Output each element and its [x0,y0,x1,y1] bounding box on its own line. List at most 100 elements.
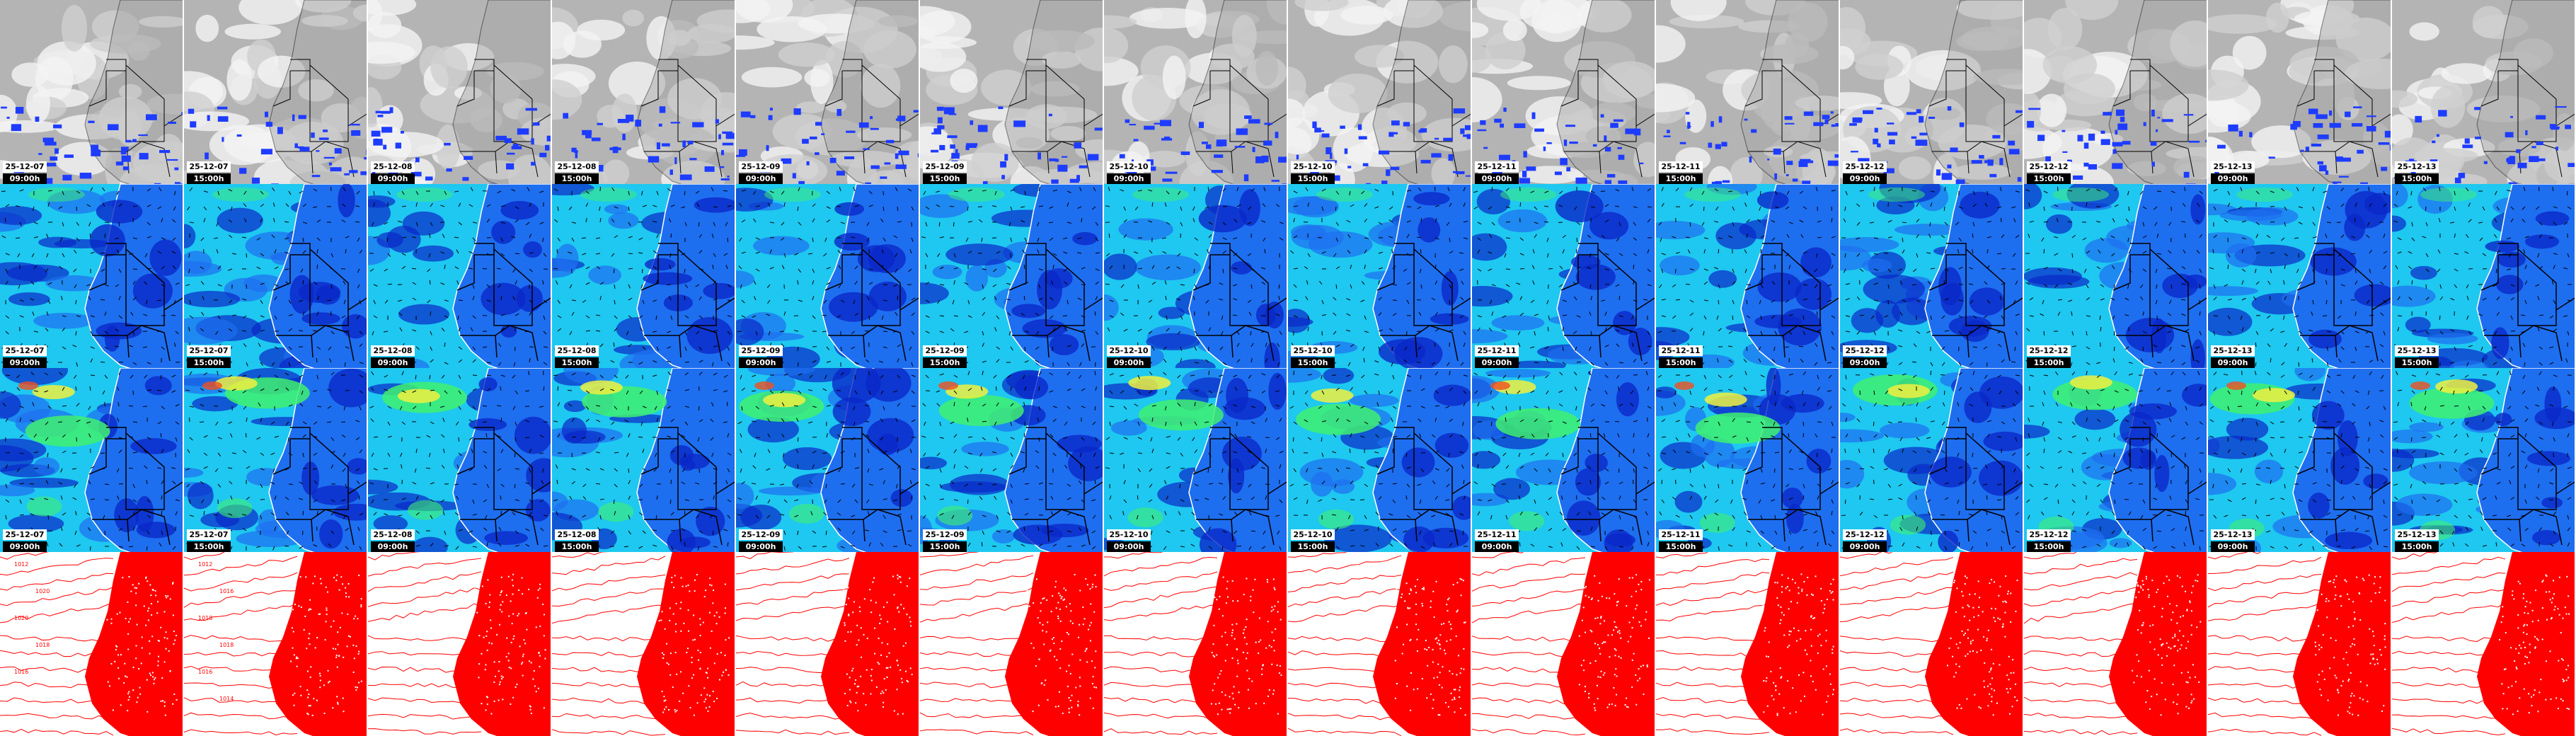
wind-arrow [33,222,38,224]
wind-arrow [1572,330,1577,334]
wind-arrow [2168,299,2172,304]
precip-patch [2268,156,2275,159]
precip-patch [2317,161,2324,165]
wind-arrow [1346,219,1351,223]
wind-arrow [1490,390,1493,395]
wind-arrow [1786,483,1790,488]
wind-arrow [2114,390,2119,393]
wind-arrow [614,206,619,209]
wind-arrow [1391,249,1393,254]
wind-arrow [1038,297,1043,301]
wind-arrow [217,315,221,320]
wind-arrow [1718,248,1720,254]
precip-patch [1144,125,1155,130]
wind-arrow [1562,468,1567,470]
wind-arrow [1038,406,1041,410]
precip-patch [1431,153,1442,158]
wind-arrow [242,390,247,393]
wind-arrow [1844,449,1846,454]
wind-arrow [228,219,233,223]
wind-arrow [2025,268,2030,271]
wind-arrow [90,187,93,192]
wind-arrow [1350,481,1354,485]
wind-arrow [1321,299,1324,304]
wind-arrow [1406,374,1411,377]
wind-arrow [1785,299,1790,303]
wind-arrow [868,483,873,486]
wind-arrow [1334,483,1337,488]
wind-arrow [2096,374,2101,378]
wind-arrow [2338,315,2342,319]
wind-arrow [1091,530,1096,534]
wind-arrow [2280,330,2285,333]
wind-arrow [2326,390,2331,393]
precip-patch [1326,147,1332,154]
precip-patch [682,140,686,148]
precip-patch [2117,123,2128,130]
wind-arrow [1194,449,1197,454]
precip-patch [1391,132,1398,134]
wind-arrow [2524,299,2527,304]
precip-patch [1546,142,1552,144]
wind-arrow [496,268,502,270]
wind-speed-high-map: 25-12-07 09:00h [0,368,183,552]
wind-arrow [1006,299,1011,301]
wind-arrow [189,406,194,408]
wind-arrow [1887,498,1893,500]
precip-patch [2328,110,2333,116]
wind-arrow [1164,280,1167,285]
wind-arrow [2311,358,2313,363]
wind-arrow [2510,284,2515,287]
wind-arrow [1814,268,1818,272]
wind-arrow [330,499,335,502]
wind-arrow [1958,266,1963,270]
wind-arrow [2482,418,2485,422]
wind-arrow [242,528,247,531]
wind-arrow [1261,282,1266,285]
wind-arrow [2180,299,2186,301]
wind-arrow [31,253,35,258]
wind-arrow [430,514,433,519]
wind-arrow [1799,190,1804,194]
frame-time: 15:00h [555,173,599,184]
wind-arrow [996,251,1001,254]
wind-arrow [313,188,318,192]
wind-arrow [2280,406,2285,410]
wind-arrow [965,237,969,242]
wind-arrow [2507,190,2512,192]
wind-arrow [2082,237,2087,241]
wind-arrow [2563,406,2568,408]
precip-patch [846,130,856,133]
wind-arrow [837,499,841,503]
wind-arrow [1759,190,1761,196]
wind-arrow [2312,187,2315,192]
wind-arrow [1434,237,1439,240]
wind-arrow [1519,541,1521,547]
wind-arrow [328,543,332,547]
wind-arrow [45,437,49,442]
wind-arrow [1208,433,1212,438]
wind-arrow [2071,483,2076,487]
map-image [2024,0,2207,184]
wind-arrow [2422,419,2427,422]
wind-arrow [1191,512,1195,516]
wind-arrow [698,296,702,301]
wind-arrow [1149,250,1153,254]
wind-arrow [330,253,334,258]
wind-arrow [30,372,35,376]
wind-arrow [1914,468,1917,473]
wind-arrow [2227,202,2231,207]
wind-arrow [412,329,417,332]
wind-arrow [1106,253,1110,257]
wind-speed-high-map: 25-12-08 09:00h [368,368,551,552]
wind-arrow [1902,237,1904,243]
precip-patch [1,106,7,109]
wind-arrow [1278,296,1280,301]
precip-patch [793,108,801,115]
wind-arrow [2338,358,2342,363]
wind-arrow [1902,249,1905,254]
wind-arrow [228,328,233,332]
wind-arrow [472,406,476,410]
wind-arrow [175,282,180,285]
wind-arrow [967,512,972,516]
